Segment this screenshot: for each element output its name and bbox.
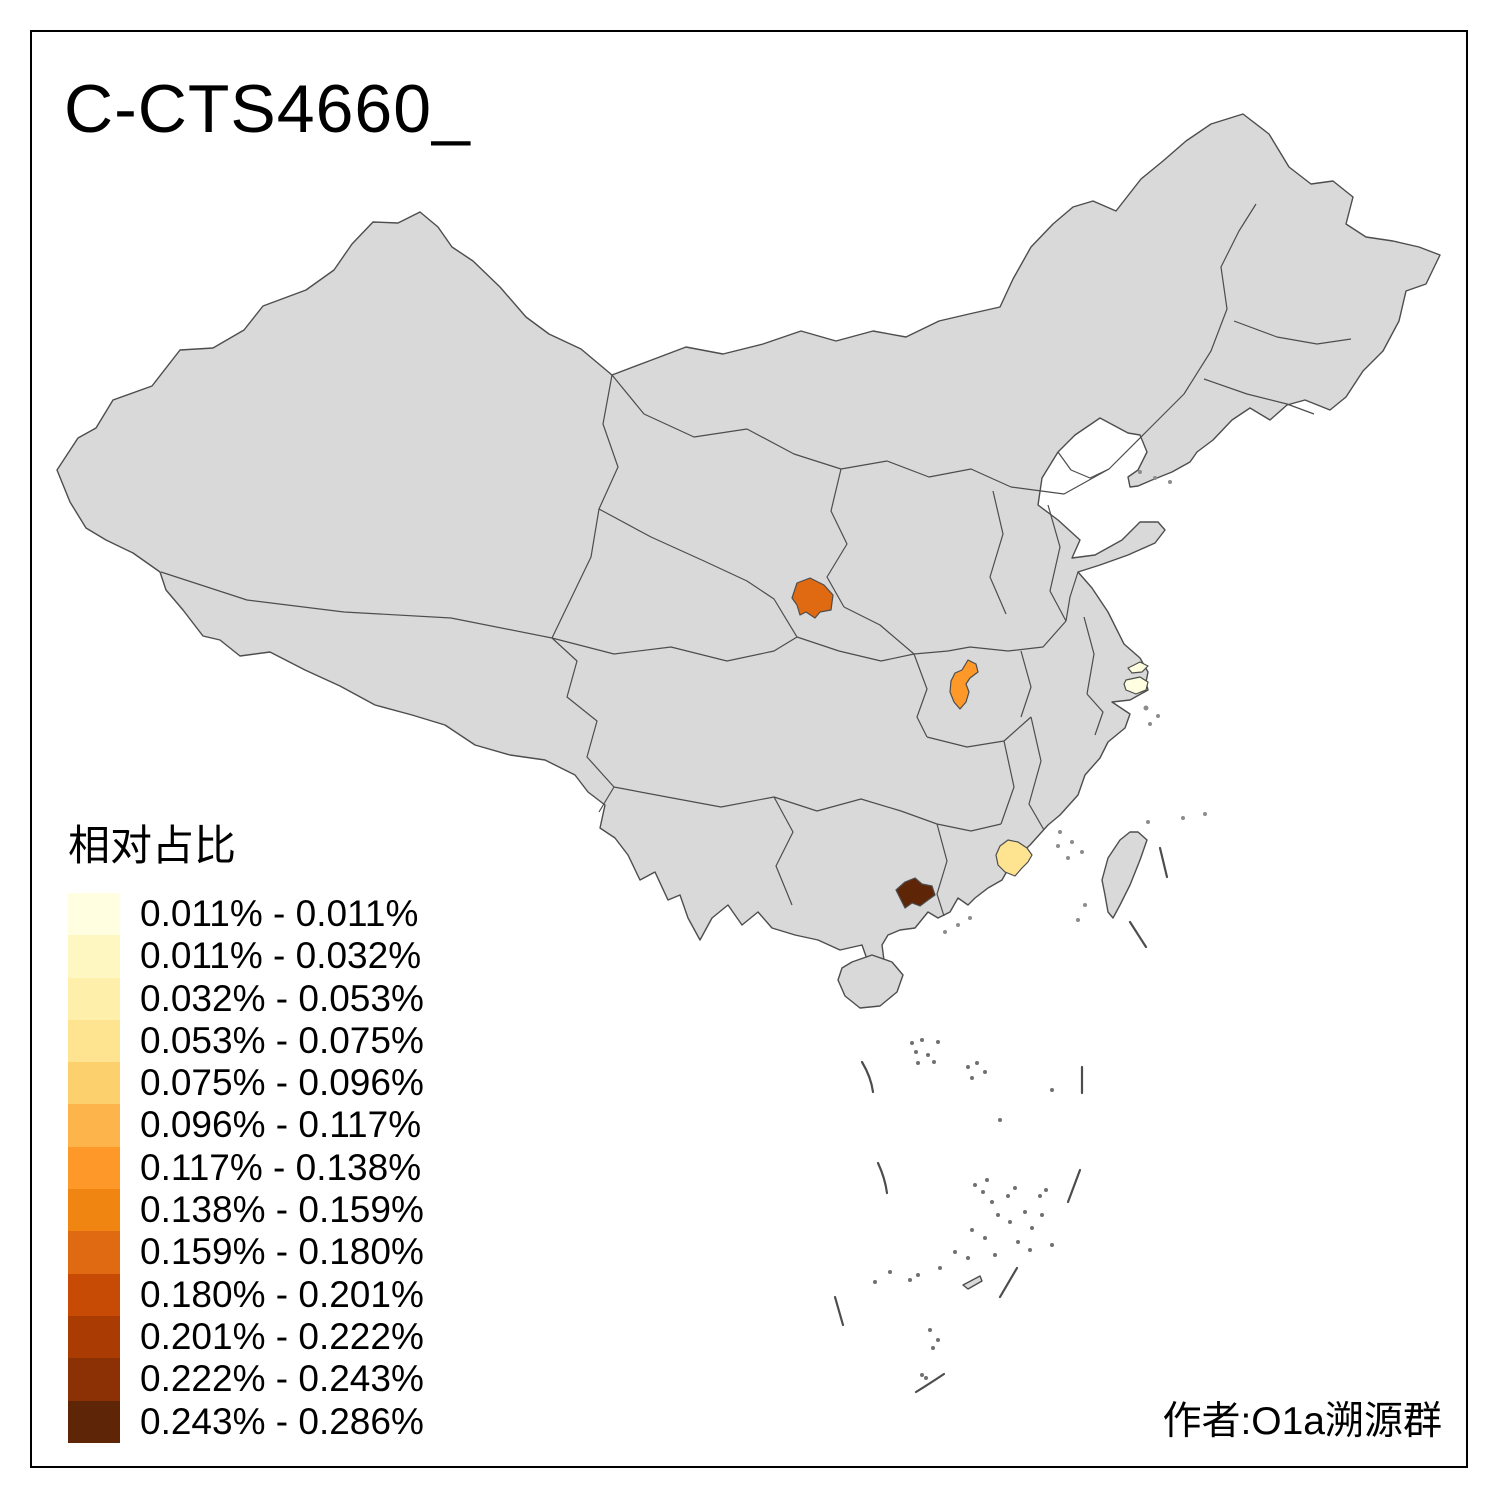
legend-swatch [68,1400,120,1443]
legend-swatch [68,1104,120,1147]
map-region-1 [791,577,834,619]
south-sea-islands [873,1038,1054,1380]
legend-swatch [68,1273,120,1316]
legend-item: 0.243% - 0.286% [68,1400,488,1443]
legend-label: 0.075% - 0.096% [140,1062,424,1104]
legend: 相对占比 0.011% - 0.011% 0.011% - 0.032% 0.032… [68,812,488,1443]
map-region-3 [995,839,1033,877]
legend-label: 0.032% - 0.053% [140,977,424,1019]
legend-label: 0.011% - 0.032% [140,935,422,977]
legend-item: 0.075% - 0.096% [68,1062,488,1105]
legend-item: 0.096% - 0.117% [68,1104,488,1147]
legend-label: 0.117% - 0.138% [140,1146,422,1188]
legend-swatch [68,935,120,978]
legend-item: 0.053% - 0.075% [68,1019,488,1063]
legend-item: 0.222% - 0.243% [68,1358,488,1401]
legend-swatch [68,1019,120,1063]
legend-item: 0.011% - 0.011% [68,893,488,936]
legend-swatch [68,1315,120,1359]
legend-swatch [68,1062,120,1105]
page-title: C-CTS4660_ [64,71,471,147]
legend-swatch [68,1189,120,1232]
legend-swatch [68,1231,120,1274]
legend-title: 相对占比 [68,822,237,869]
hainan-island [837,954,904,1009]
legend-swatch [68,977,120,1020]
legend-label: 0.159% - 0.180% [140,1231,424,1273]
legend-label: 0.201% - 0.222% [140,1315,424,1357]
legend-label: 0.180% - 0.201% [140,1273,424,1315]
attribution: 作者:O1a溯源群 [1162,1400,1442,1443]
taiwan-island [1101,831,1148,919]
legend-label: 0.096% - 0.117% [140,1104,422,1146]
legend-item: 0.159% - 0.180% [68,1231,488,1274]
map-region-4 [1123,661,1149,695]
legend-item: 0.011% - 0.032% [68,935,488,978]
coastal-islets [943,470,1207,934]
legend-item: 0.138% - 0.159% [68,1189,488,1232]
legend-label: 0.222% - 0.243% [140,1358,424,1400]
legend-item: 0.180% - 0.201% [68,1273,488,1316]
plot-border [30,30,1468,1468]
map-region-2 [949,659,979,710]
mainland-outline [56,113,1441,989]
nine-dash-line [833,846,1169,1394]
legend-swatch [68,1146,120,1190]
map-region-5 [895,877,936,909]
highlight-regions [791,577,1149,909]
south-sea-islet [962,1275,983,1290]
province-borders [160,203,1352,917]
legend-label: 0.053% - 0.075% [140,1019,424,1061]
mainland-shape [56,113,1441,1290]
legend-label: 0.138% - 0.159% [140,1189,424,1231]
legend-item: 0.117% - 0.138% [68,1146,488,1190]
legend-swatch [68,893,120,936]
legend-item: 0.201% - 0.222% [68,1315,488,1359]
legend-label: 0.243% - 0.286% [140,1400,424,1442]
legend-items: 0.011% - 0.011% 0.011% - 0.032% 0.032% - 0… [68,893,488,1443]
legend-label: 0.011% - 0.011% [140,893,419,934]
legend-swatch [68,1358,120,1401]
legend-item: 0.032% - 0.053% [68,977,488,1020]
